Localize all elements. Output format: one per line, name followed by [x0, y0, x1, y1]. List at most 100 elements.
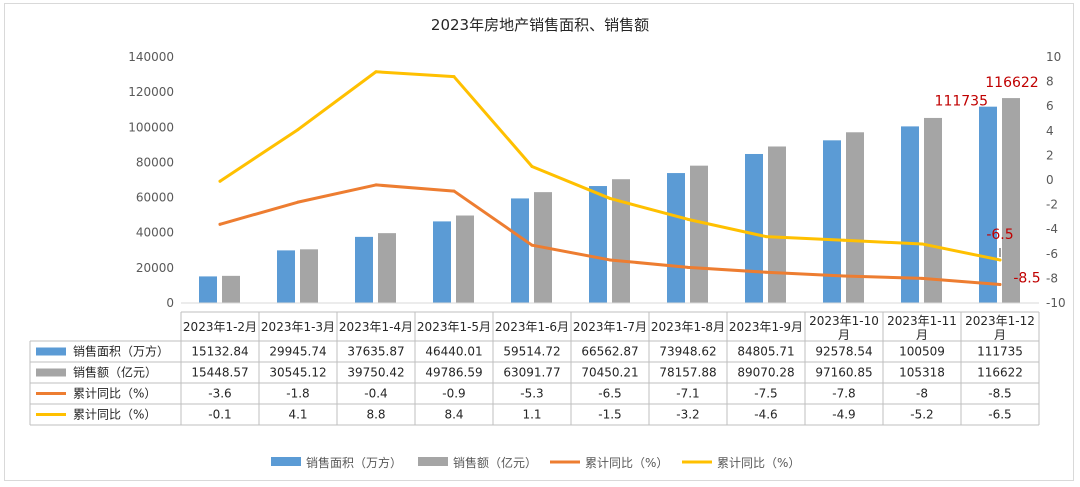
- table-cell: 15132.84: [191, 345, 248, 359]
- right-axis-tick-label: 0: [1046, 173, 1054, 187]
- legend-label: 销售额（亿元）: [453, 455, 537, 470]
- table-cell: -5.3: [520, 387, 543, 401]
- table-cell: 84805.71: [737, 345, 794, 359]
- x-tick-label: 月: [994, 328, 1006, 342]
- bar: [667, 173, 685, 303]
- bar: [846, 132, 864, 303]
- right-axis-tick-label: 8: [1046, 75, 1054, 89]
- table-cell: 105318: [899, 366, 945, 380]
- table-cell: 92578.54: [815, 345, 872, 359]
- left-axis-tick-label: 80000: [136, 155, 174, 169]
- table-cell: 46440.01: [425, 345, 482, 359]
- line-point: [452, 189, 456, 193]
- x-tick-label: 2023年1-11: [887, 314, 957, 328]
- right-axis-tick-label: 2: [1046, 148, 1054, 162]
- table-cell: 30545.12: [269, 366, 326, 380]
- x-tick-label: 2023年1-8月: [651, 320, 725, 334]
- x-tick-label: 月: [916, 328, 928, 342]
- legend-label: 累计同比（%）: [585, 456, 668, 470]
- x-tick-label: 2023年1-3月: [261, 320, 335, 334]
- table-cell: 97160.85: [815, 366, 872, 380]
- x-tick-label: 2023年1-4月: [339, 320, 413, 334]
- table-cell: 1.1: [522, 408, 541, 422]
- table-cell: 78157.88: [659, 366, 716, 380]
- line-point: [374, 183, 378, 187]
- table-cell: -1.5: [598, 408, 621, 422]
- table-legend-key: [36, 347, 66, 356]
- table-cell: -6.5: [598, 387, 621, 401]
- line-point: [530, 164, 534, 168]
- table-cell: 111735: [977, 345, 1023, 359]
- table-cell: -8.5: [988, 387, 1011, 401]
- right-axis-tick-label: -8: [1046, 271, 1058, 285]
- line-point: [920, 242, 924, 246]
- table-cell: -0.9: [442, 387, 465, 401]
- table-cell: 8.4: [444, 408, 463, 422]
- bar: [222, 275, 240, 303]
- right-axis-tick-label: -4: [1046, 222, 1058, 236]
- line-point: [686, 265, 690, 269]
- line-point: [452, 75, 456, 79]
- left-axis-tick-label: 40000: [136, 226, 174, 240]
- right-axis-tick-label: 4: [1046, 124, 1054, 138]
- line-point: [998, 258, 1002, 262]
- line-point: [764, 270, 768, 274]
- x-tick-label: 2023年1-2月: [183, 320, 257, 334]
- table-cell: -5.2: [910, 408, 933, 422]
- line-point: [218, 179, 222, 183]
- line-point: [296, 128, 300, 132]
- left-axis-tick-label: 140000: [128, 50, 174, 64]
- bar: [979, 106, 997, 303]
- line-point: [842, 238, 846, 242]
- table-cell: 39750.42: [347, 366, 404, 380]
- left-axis-tick-label: 120000: [128, 85, 174, 99]
- x-tick-label: 2023年1-12: [965, 314, 1035, 328]
- table-cell: -7.8: [832, 387, 855, 401]
- left-axis-tick-label: 100000: [128, 120, 174, 134]
- line-point: [608, 258, 612, 262]
- data-label: 116622: [985, 75, 1038, 91]
- legend-label: 累计同比（%）: [717, 456, 800, 470]
- line-point: [686, 217, 690, 221]
- left-axis-tick-label: 20000: [136, 261, 174, 275]
- table-cell: 15448.57: [191, 366, 248, 380]
- bar: [1002, 98, 1020, 303]
- table-series-name: 销售面积（万方）: [73, 344, 169, 359]
- table-cell: -8: [916, 387, 928, 401]
- bar: [456, 215, 474, 303]
- bar: [300, 249, 318, 303]
- table-cell: -1.8: [286, 387, 309, 401]
- right-axis-tick-label: 10: [1046, 50, 1061, 64]
- table-cell: 4.1: [288, 408, 307, 422]
- table-series-name: 累计同比（%）: [73, 387, 156, 401]
- x-tick-label: 2023年1-9月: [729, 320, 803, 334]
- bar: [511, 198, 529, 303]
- line-point: [764, 235, 768, 239]
- x-tick-label: 2023年1-6月: [495, 320, 569, 334]
- left-axis-tick-label: 0: [166, 296, 174, 310]
- line-point: [998, 283, 1002, 287]
- table-cell: 8.8: [366, 408, 385, 422]
- table-cell: 73948.62: [659, 345, 716, 359]
- table-series-name: 销售额（亿元）: [73, 365, 157, 380]
- legend-label: 销售面积（万方）: [306, 455, 402, 470]
- bar: [378, 233, 396, 303]
- data-label: -8.5: [1013, 271, 1040, 287]
- x-tick-label: 2023年1-5月: [417, 320, 491, 334]
- chart-title: 2023年房地产销售面积、销售额: [430, 16, 650, 34]
- line-point: [530, 243, 534, 247]
- data-label: -6.5: [986, 227, 1013, 243]
- x-tick-label: 2023年1-10: [809, 314, 879, 328]
- bar: [277, 250, 295, 303]
- bar: [745, 153, 763, 303]
- bar: [924, 117, 942, 304]
- right-axis-tick-label: -10: [1046, 296, 1066, 310]
- bar: [433, 221, 451, 303]
- table-cell: 29945.74: [269, 345, 326, 359]
- table-cell: 89070.28: [737, 366, 794, 380]
- table-cell: 63091.77: [503, 366, 560, 380]
- table-cell: -6.5: [988, 408, 1011, 422]
- table-cell: -3.2: [676, 408, 699, 422]
- line-point: [296, 200, 300, 204]
- x-tick-label: 2023年1-7月: [573, 320, 647, 334]
